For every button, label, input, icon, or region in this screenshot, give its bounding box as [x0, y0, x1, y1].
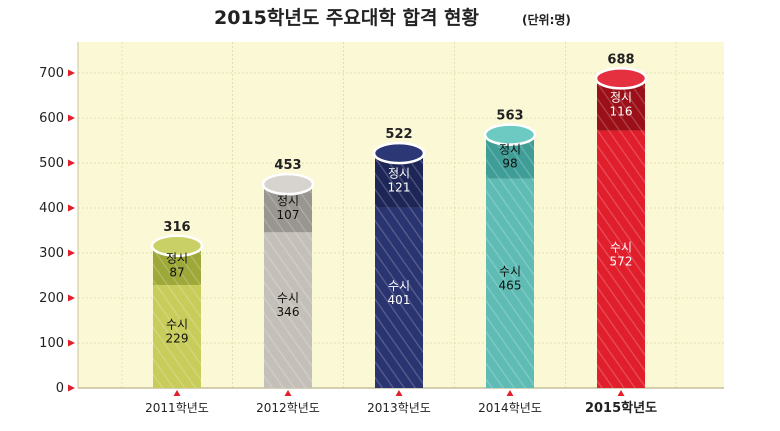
bar-top-cap — [594, 67, 648, 90]
total-label: 453 — [274, 158, 301, 173]
bar-top-cap — [483, 123, 537, 146]
bar-segment-susi-texture — [153, 284, 201, 388]
jeongsi-value-label: 87 — [169, 265, 184, 279]
jeongsi-series-label: 정시 — [610, 91, 632, 105]
y-tick-marker — [68, 384, 75, 392]
susi-series-label: 수시 — [277, 291, 299, 305]
total-label: 688 — [607, 52, 634, 67]
y-axis: 0 100 200 300 400 500 600 700 — [39, 42, 79, 396]
jeongsi-series-label: 정시 — [499, 143, 521, 157]
x-tick-label: 2015학년도 — [585, 400, 657, 416]
x-tick-label: 2014학년도 — [478, 401, 542, 415]
jeongsi-value-label: 107 — [277, 208, 300, 222]
bar-segment-susi-texture — [486, 178, 534, 388]
y-tick-label: 0 — [56, 381, 64, 396]
total-label: 563 — [496, 109, 523, 124]
susi-series-label: 수시 — [499, 264, 521, 278]
grid-lines — [78, 42, 724, 388]
jeongsi-value-label: 116 — [610, 105, 633, 119]
y-tick-label: 400 — [39, 201, 64, 216]
bar-segment-susi-texture — [375, 207, 423, 388]
susi-value-label: 465 — [499, 278, 522, 292]
x-tick-marker — [284, 390, 292, 396]
jeongsi-value-label: 121 — [388, 180, 411, 194]
x-tick-label: 2011학년도 — [145, 401, 209, 415]
total-label: 522 — [385, 127, 412, 142]
y-tick-label: 600 — [39, 111, 64, 126]
y-tick-label: 300 — [39, 246, 64, 261]
x-tick-marker — [395, 390, 403, 396]
x-tick-label: 2012학년도 — [256, 401, 320, 415]
jeongsi-series-label: 정시 — [388, 166, 410, 180]
y-tick-marker — [68, 159, 75, 167]
chart-title: 2015학년도 주요대학 합격 현황 — [214, 6, 480, 29]
bar-segment-susi-texture — [264, 232, 312, 388]
susi-series-label: 수시 — [166, 317, 188, 331]
x-tick-marker — [617, 390, 625, 396]
bar-top-cap — [261, 172, 315, 196]
y-tick-label: 100 — [39, 336, 64, 351]
susi-value-label: 572 — [610, 254, 633, 268]
bar-segment-susi-texture — [597, 130, 645, 388]
jeongsi-series-label: 정시 — [166, 251, 188, 265]
susi-value-label: 346 — [277, 305, 300, 319]
jeongsi-value-label: 98 — [502, 157, 517, 171]
total-label: 316 — [163, 220, 190, 235]
bar-top-cap — [372, 141, 426, 165]
y-tick-marker — [68, 294, 75, 302]
y-tick-marker — [68, 204, 75, 212]
susi-series-label: 수시 — [610, 240, 632, 254]
bars: 316정시87수시229453정시107수시346522정시121수시40156… — [150, 52, 648, 388]
y-tick-marker — [68, 339, 75, 347]
bar-top-cap — [150, 234, 204, 258]
y-tick-marker — [68, 69, 75, 77]
y-tick-marker — [68, 114, 75, 122]
x-axis: 2011학년도 2012학년도 2013학년도 2014학년도 2015학년도 — [78, 387, 724, 416]
jeongsi-series-label: 정시 — [277, 194, 299, 208]
susi-series-label: 수시 — [388, 279, 410, 293]
y-tick-marker — [68, 249, 75, 257]
y-tick-label: 500 — [39, 156, 64, 171]
chart-unit: (단위:명) — [522, 12, 571, 27]
y-tick-label: 200 — [39, 291, 64, 306]
susi-value-label: 401 — [388, 293, 411, 307]
x-tick-marker — [173, 390, 181, 396]
y-tick-label: 700 — [39, 66, 64, 81]
susi-value-label: 229 — [166, 331, 189, 345]
x-tick-marker — [506, 390, 514, 396]
x-tick-label: 2013학년도 — [367, 401, 431, 415]
